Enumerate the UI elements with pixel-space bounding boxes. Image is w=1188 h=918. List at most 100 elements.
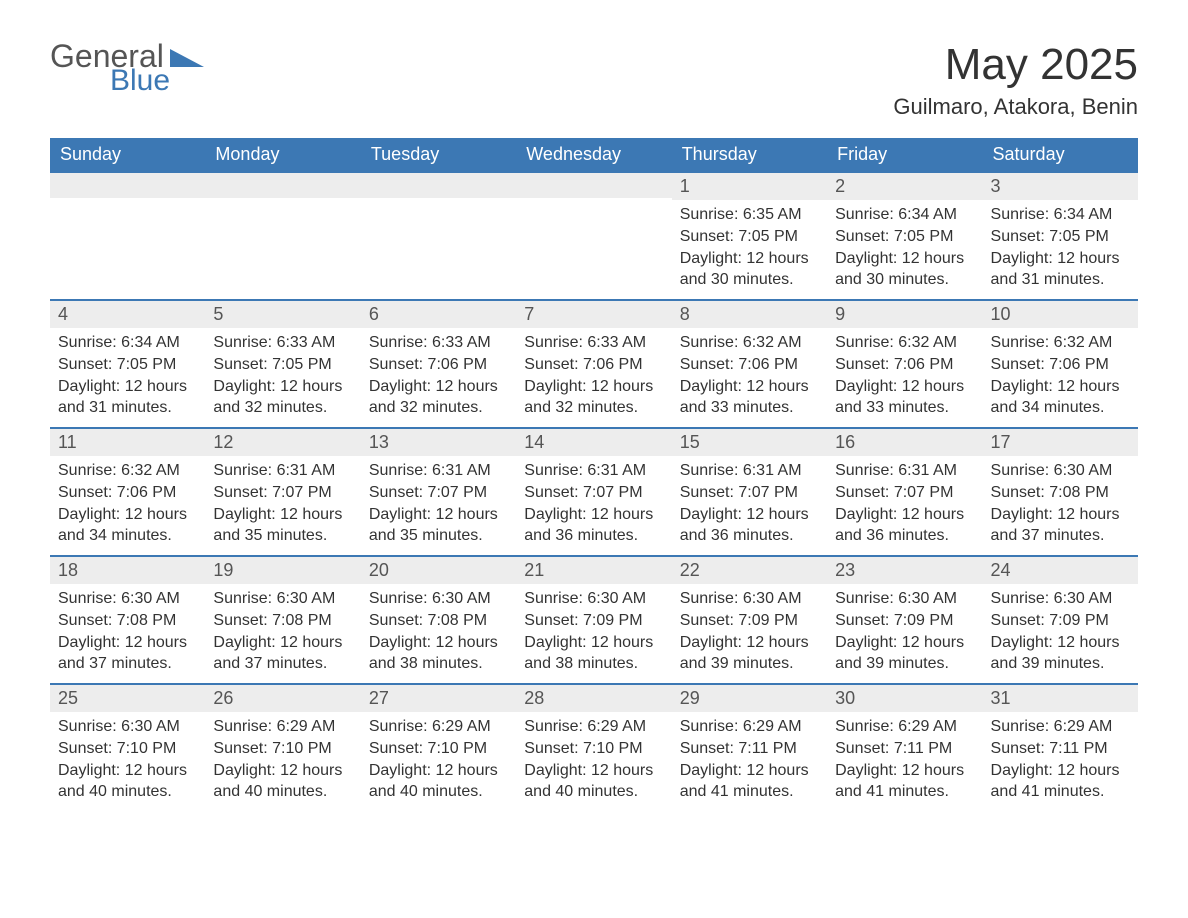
sunrise-line: Sunrise: 6:34 AM — [58, 332, 197, 354]
sunrise-line: Sunrise: 6:30 AM — [991, 588, 1130, 610]
sunset-line: Sunset: 7:07 PM — [213, 482, 352, 504]
calendar-cell: 11Sunrise: 6:32 AMSunset: 7:06 PMDayligh… — [50, 427, 205, 555]
calendar-cell: 12Sunrise: 6:31 AMSunset: 7:07 PMDayligh… — [205, 427, 360, 555]
day-number: 28 — [516, 683, 671, 712]
calendar-header: SundayMondayTuesdayWednesdayThursdayFrid… — [50, 138, 1138, 171]
day-number: 11 — [50, 427, 205, 456]
calendar-row: 4 Sunrise: 6:34 AMSunset: 7:05 PM Daylight… — [50, 299, 1138, 427]
empty-day-bar — [50, 171, 205, 198]
day-data: Sunrise: 6:30 AMSunset: 7:08 PMDaylight:… — [361, 584, 516, 682]
dayname-header: Wednesday — [516, 138, 671, 171]
daylight-line: Daylight: 12 hours and 30 minutes. — [680, 248, 819, 291]
calendar-cell: 22Sunrise: 6:30 AMSunset: 7:09 PMDayligh… — [672, 555, 827, 683]
sunrise-line: Sunrise: 6:32 AM — [991, 332, 1130, 354]
day-number: 22 — [672, 555, 827, 584]
sunrise-line: Sunrise: 6:31 AM — [213, 460, 352, 482]
day-data: Sunrise: 6:30 AMSunset: 7:08 PMDaylight:… — [983, 456, 1138, 554]
calendar-cell: 26Sunrise: 6:29 AMSunset: 7:10 PMDayligh… — [205, 683, 360, 811]
calendar-row: 1Sunrise: 6:35 AMSunset: 7:05 PMDaylight… — [50, 171, 1138, 299]
calendar-cell — [361, 171, 516, 299]
daylight-line: Daylight: 12 hours and 36 minutes. — [680, 504, 819, 547]
day-data: Sunrise: 6:30 AMSunset: 7:10 PMDaylight:… — [50, 712, 205, 810]
daylight-line: Daylight: 12 hours and 39 minutes. — [680, 632, 819, 675]
sunrise-line: Sunrise: 6:30 AM — [369, 588, 508, 610]
daylight-line: Daylight: 12 hours and 40 minutes. — [369, 760, 508, 803]
header-row: General Blue May 2025 Guilmaro, Atakora,… — [50, 40, 1138, 120]
day-data: Sunrise: 6:29 AMSunset: 7:11 PMDaylight:… — [827, 712, 982, 810]
day-data: Sunrise: 6:30 AMSunset: 7:08 PMDaylight:… — [205, 584, 360, 682]
daylight-line: Daylight: 12 hours and 41 minutes. — [680, 760, 819, 803]
day-data: Sunrise: 6:30 AMSunset: 7:09 PMDaylight:… — [672, 584, 827, 682]
calendar-page: General Blue May 2025 Guilmaro, Atakora,… — [0, 0, 1188, 861]
dayname-header: Thursday — [672, 138, 827, 171]
calendar-cell: 14Sunrise: 6:31 AMSunset: 7:07 PMDayligh… — [516, 427, 671, 555]
day-number: 7 — [516, 299, 671, 328]
day-number: 19 — [205, 555, 360, 584]
sunset-line: Sunset: 7:05 PM — [991, 226, 1130, 248]
day-data: Sunrise: 6:31 AMSunset: 7:07 PMDaylight:… — [205, 456, 360, 554]
day-number: 4 — [50, 299, 205, 328]
brand-triangle-icon — [170, 45, 204, 67]
calendar-cell: 23Sunrise: 6:30 AMSunset: 7:09 PMDayligh… — [827, 555, 982, 683]
sunset-line: Sunset: 7:08 PM — [58, 610, 197, 632]
day-data: Sunrise: 6:30 AMSunset: 7:09 PMDaylight:… — [827, 584, 982, 682]
daylight-line: Daylight: 12 hours and 32 minutes. — [369, 376, 508, 419]
day-data: Sunrise: 6:29 AMSunset: 7:10 PMDaylight:… — [361, 712, 516, 810]
daylight-line: Daylight: 12 hours and 34 minutes. — [58, 504, 197, 547]
sunset-line: Sunset: 7:05 PM — [58, 354, 197, 376]
sunrise-line: Sunrise: 6:29 AM — [524, 716, 663, 738]
daylight-line: Daylight: 12 hours and 35 minutes. — [213, 504, 352, 547]
day-number: 23 — [827, 555, 982, 584]
daylight-line: Daylight: 12 hours and 37 minutes. — [213, 632, 352, 675]
day-data: Sunrise: 6:29 AMSunset: 7:11 PMDaylight:… — [672, 712, 827, 810]
day-data: Sunrise: 6:33 AMSunset: 7:06 PMDaylight:… — [361, 328, 516, 426]
sunset-line: Sunset: 7:11 PM — [835, 738, 974, 760]
day-data: Sunrise: 6:34 AMSunset: 7:05 PMDaylight:… — [827, 200, 982, 298]
daylight-line: Daylight: 12 hours and 32 minutes. — [213, 376, 352, 419]
calendar-cell: 20Sunrise: 6:30 AMSunset: 7:08 PMDayligh… — [361, 555, 516, 683]
sunset-line: Sunset: 7:10 PM — [524, 738, 663, 760]
sunrise-line: Sunrise: 6:30 AM — [58, 588, 197, 610]
calendar-cell: 3Sunrise: 6:34 AMSunset: 7:05 PMDaylight… — [983, 171, 1138, 299]
sunrise-line: Sunrise: 6:32 AM — [680, 332, 819, 354]
day-data: Sunrise: 6:31 AMSunset: 7:07 PMDaylight:… — [361, 456, 516, 554]
day-number: 3 — [983, 171, 1138, 200]
sunset-line: Sunset: 7:09 PM — [524, 610, 663, 632]
sunset-line: Sunset: 7:06 PM — [680, 354, 819, 376]
daylight-line: Daylight: 12 hours and 33 minutes. — [835, 376, 974, 419]
sunset-line: Sunset: 7:10 PM — [213, 738, 352, 760]
empty-day-bar — [516, 171, 671, 198]
sunset-line: Sunset: 7:06 PM — [991, 354, 1130, 376]
day-number: 14 — [516, 427, 671, 456]
day-number: 25 — [50, 683, 205, 712]
sunset-line: Sunset: 7:08 PM — [369, 610, 508, 632]
day-data: Sunrise: 6:31 AMSunset: 7:07 PMDaylight:… — [827, 456, 982, 554]
sunset-line: Sunset: 7:06 PM — [524, 354, 663, 376]
day-number: 6 — [361, 299, 516, 328]
sunrise-line: Sunrise: 6:33 AM — [524, 332, 663, 354]
sunrise-line: Sunrise: 6:34 AM — [835, 204, 974, 226]
day-data: Sunrise: 6:31 AMSunset: 7:07 PMDaylight:… — [516, 456, 671, 554]
day-number: 8 — [672, 299, 827, 328]
day-number: 17 — [983, 427, 1138, 456]
daylight-line: Daylight: 12 hours and 40 minutes. — [524, 760, 663, 803]
daylight-line: Daylight: 12 hours and 39 minutes. — [835, 632, 974, 675]
sunset-line: Sunset: 7:11 PM — [991, 738, 1130, 760]
day-number: 9 — [827, 299, 982, 328]
day-data: Sunrise: 6:32 AMSunset: 7:06 PMDaylight:… — [672, 328, 827, 426]
empty-day-bar — [361, 171, 516, 198]
calendar-cell: 13Sunrise: 6:31 AMSunset: 7:07 PMDayligh… — [361, 427, 516, 555]
day-number: 20 — [361, 555, 516, 584]
sunrise-line: Sunrise: 6:30 AM — [835, 588, 974, 610]
daylight-line: Daylight: 12 hours and 35 minutes. — [369, 504, 508, 547]
sunrise-line: Sunrise: 6:32 AM — [835, 332, 974, 354]
sunset-line: Sunset: 7:06 PM — [369, 354, 508, 376]
sunrise-line: Sunrise: 6:29 AM — [835, 716, 974, 738]
sunset-line: Sunset: 7:05 PM — [680, 226, 819, 248]
dayname-header: Saturday — [983, 138, 1138, 171]
calendar-cell: 8Sunrise: 6:32 AMSunset: 7:06 PMDaylight… — [672, 299, 827, 427]
calendar-cell: 1Sunrise: 6:35 AMSunset: 7:05 PMDaylight… — [672, 171, 827, 299]
sunrise-line: Sunrise: 6:35 AM — [680, 204, 819, 226]
day-number: 24 — [983, 555, 1138, 584]
daylight-line: Daylight: 12 hours and 33 minutes. — [680, 376, 819, 419]
